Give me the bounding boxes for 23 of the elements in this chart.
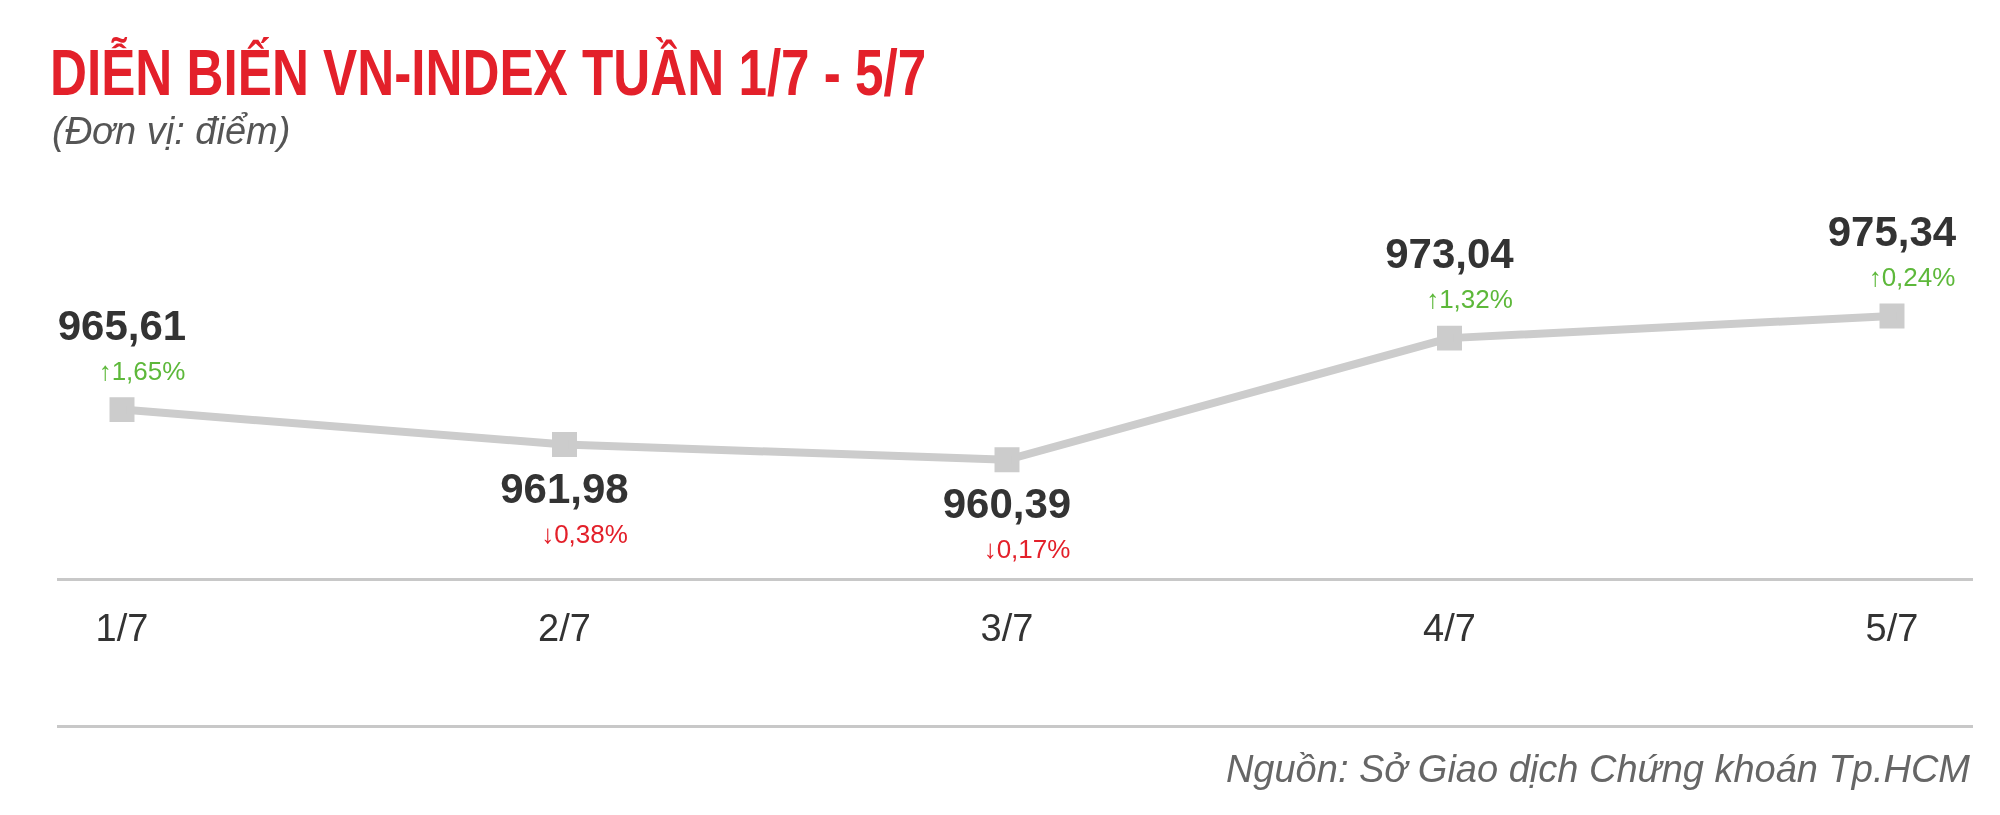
- data-label: 960,39: [942, 479, 1072, 527]
- point: [109, 397, 135, 423]
- x-tick-label: 4/7: [1423, 606, 1476, 649]
- x-tick-label: 1/7: [95, 606, 149, 649]
- point: [1437, 325, 1462, 351]
- data-label: 961,98: [500, 464, 629, 512]
- annotation: ↑1,32%: [1426, 284, 1513, 315]
- data-label: 975,34: [1827, 208, 1957, 255]
- point: [994, 447, 1020, 473]
- annotation: ↓0,38%: [541, 518, 628, 549]
- text: Nguồn: Sở Giao dịch Chứng khoán Tp.HCM: [1225, 748, 1970, 791]
- data-label: 973,04: [1385, 230, 1515, 278]
- annotation: ↑0,24%: [1868, 262, 1956, 292]
- x-tick-label: 3/7: [980, 606, 1034, 649]
- data-label: 965,61: [57, 301, 187, 349]
- point: [1879, 303, 1905, 329]
- x-tick-label: 5/7: [1865, 606, 1919, 649]
- annotation: ↑1,65%: [98, 355, 186, 386]
- chart-subtitle: (Đơn vị: điểm): [52, 110, 291, 153]
- point: [552, 432, 577, 458]
- annotation: ↓0,17%: [983, 533, 1071, 564]
- chart-title: DIỄN BIẾN VN-INDEX TUẦN 1/7 - 5/7: [50, 36, 927, 110]
- x-tick-label: 2/7: [538, 606, 591, 649]
